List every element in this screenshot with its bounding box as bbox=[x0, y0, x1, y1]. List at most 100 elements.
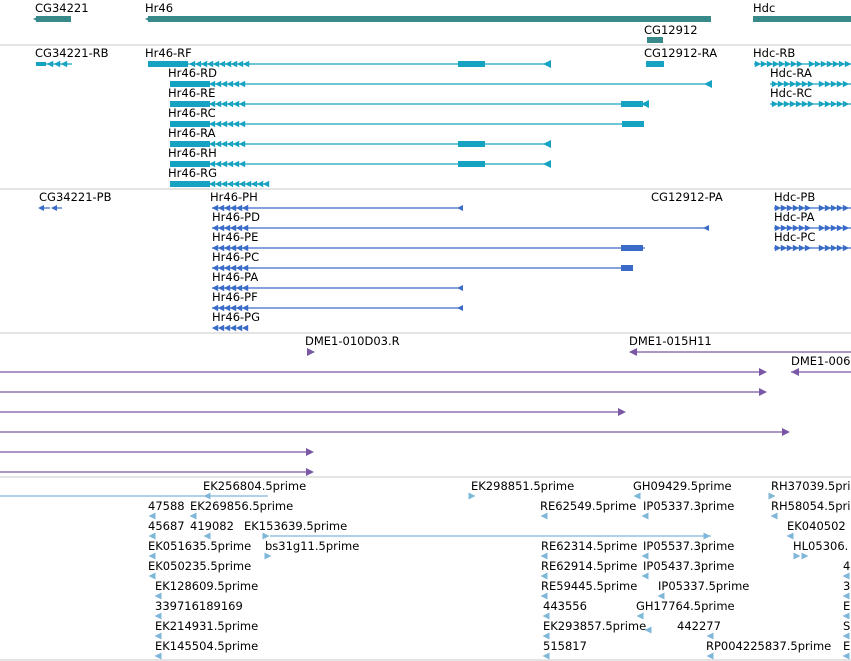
exon-chevron bbox=[212, 60, 220, 68]
exon-chevron bbox=[211, 304, 219, 312]
est-marker bbox=[542, 632, 550, 640]
exon-chevron bbox=[235, 304, 243, 312]
est-label: 45687 bbox=[148, 519, 185, 533]
exon-chevron bbox=[836, 80, 844, 88]
est-marker bbox=[644, 626, 652, 634]
exon-chevron bbox=[838, 60, 846, 68]
exon-block[interactable] bbox=[170, 181, 210, 187]
clone-end-arrow bbox=[306, 468, 314, 476]
gene-bar-hr46[interactable] bbox=[148, 16, 711, 22]
exon-chevron bbox=[807, 100, 815, 108]
gene-bar-cg12912[interactable] bbox=[647, 37, 663, 43]
est-marker bbox=[154, 592, 162, 600]
exon-chevron bbox=[60, 60, 68, 68]
est-label: 339716189169 bbox=[155, 599, 243, 613]
clone-end-arrow bbox=[759, 368, 767, 376]
exon-chevron bbox=[217, 284, 225, 292]
exon-chevron bbox=[194, 60, 202, 68]
exon-block[interactable] bbox=[622, 121, 644, 127]
exon-block[interactable] bbox=[148, 61, 188, 67]
exon-chevron bbox=[250, 180, 258, 188]
est-label: EK269856.5prime bbox=[190, 499, 293, 513]
est-marker bbox=[148, 512, 156, 520]
est-label: EK153639.5prime bbox=[244, 519, 347, 533]
exon-chevron bbox=[229, 244, 237, 252]
exon-chevron bbox=[241, 224, 249, 232]
exon-block[interactable] bbox=[621, 245, 643, 251]
exon-chevron bbox=[830, 204, 838, 212]
exon-chevron bbox=[235, 244, 243, 252]
transcript-label: CG34221-RB bbox=[35, 46, 109, 60]
protein-label: Hr46-PG bbox=[212, 310, 260, 324]
exon-chevron bbox=[208, 100, 216, 108]
gene-bar-hdc[interactable] bbox=[753, 16, 851, 22]
est-label: EK051635.5prime bbox=[148, 539, 251, 553]
transcript-label: Hr46-RH bbox=[168, 146, 217, 160]
exon-chevron bbox=[229, 324, 237, 332]
exon-chevron bbox=[818, 80, 826, 88]
transcript-label: Hdc-RC bbox=[770, 86, 812, 100]
exon-block[interactable] bbox=[621, 101, 643, 107]
exon-chevron bbox=[211, 244, 219, 252]
exon-chevron bbox=[208, 80, 216, 88]
exon-block[interactable] bbox=[170, 141, 210, 147]
est-marker bbox=[154, 632, 162, 640]
exon-chevron bbox=[224, 60, 232, 68]
exon-block[interactable] bbox=[36, 62, 46, 66]
exon-chevron bbox=[836, 244, 844, 252]
est-label: GH09429.5prime bbox=[633, 479, 732, 493]
exon-chevron bbox=[220, 80, 228, 88]
exon-chevron bbox=[214, 160, 222, 168]
est-marker bbox=[842, 612, 850, 620]
exon-chevron bbox=[783, 100, 791, 108]
gene-label-cg34221: CG34221 bbox=[35, 1, 89, 15]
strand-arrow bbox=[38, 205, 44, 211]
strand-arrow bbox=[457, 205, 463, 211]
est-marker bbox=[148, 552, 156, 560]
exon-chevron bbox=[814, 60, 822, 68]
exon-chevron bbox=[242, 60, 250, 68]
est-label: RE59445.5prime bbox=[541, 579, 637, 593]
est-label: EK050235.5prime bbox=[148, 559, 251, 573]
exon-chevron bbox=[796, 60, 804, 68]
exon-chevron bbox=[820, 60, 828, 68]
est-label: EK214931.5prime bbox=[155, 619, 258, 633]
est-marker bbox=[703, 532, 711, 540]
exon-chevron bbox=[842, 100, 850, 108]
exon-chevron bbox=[226, 80, 234, 88]
protein-label: Hdc-PB bbox=[774, 190, 815, 204]
exon-block[interactable] bbox=[458, 61, 485, 67]
exon-chevron bbox=[230, 60, 238, 68]
est-marker bbox=[641, 552, 649, 560]
exon-chevron bbox=[832, 60, 840, 68]
exon-block[interactable] bbox=[170, 101, 210, 107]
exon-block[interactable] bbox=[170, 121, 210, 127]
est-marker bbox=[770, 512, 778, 520]
exon-chevron bbox=[784, 60, 792, 68]
exon-chevron bbox=[232, 80, 240, 88]
gene-bar-cg34221[interactable] bbox=[36, 16, 71, 22]
protein-label: Hr46-PH bbox=[210, 190, 258, 204]
exon-chevron bbox=[836, 224, 844, 232]
clone-end-arrow bbox=[307, 348, 315, 356]
est-label: 443556 bbox=[543, 599, 587, 613]
exon-chevron bbox=[236, 60, 244, 68]
exon-block[interactable] bbox=[170, 161, 210, 167]
exon-chevron bbox=[789, 80, 797, 88]
exon-block[interactable] bbox=[458, 161, 485, 167]
exon-block[interactable] bbox=[621, 265, 633, 271]
transcript-label: Hr46-RF bbox=[145, 46, 192, 60]
exon-chevron bbox=[241, 324, 249, 332]
est-label: RH58054.5prime bbox=[771, 499, 851, 513]
exon-chevron bbox=[217, 264, 225, 272]
est-label: E bbox=[843, 639, 850, 653]
exon-chevron bbox=[217, 244, 225, 252]
exon-block[interactable] bbox=[170, 81, 210, 87]
exon-chevron bbox=[238, 80, 246, 88]
est-marker bbox=[641, 512, 649, 520]
strand-arrow bbox=[543, 60, 551, 68]
exon-block[interactable] bbox=[458, 141, 485, 147]
exon-block[interactable] bbox=[646, 61, 664, 67]
est-label: EK145504.5prime bbox=[155, 639, 258, 653]
